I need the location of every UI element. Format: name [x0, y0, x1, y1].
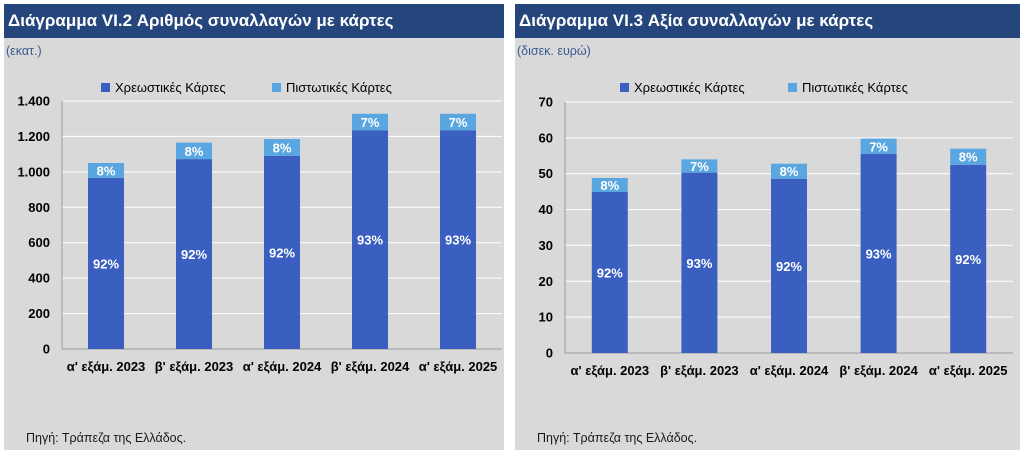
bar-debit: [771, 178, 807, 353]
data-label: 7%: [449, 115, 468, 130]
data-label: 93%: [866, 246, 892, 261]
y-tick-label: 10: [539, 310, 553, 325]
y-tick-label: 70: [539, 95, 553, 110]
x-tick-label: β' εξάμ. 2023: [660, 363, 739, 378]
bar-credit: [352, 113, 388, 131]
x-tick-label: α' εξάμ. 2023: [67, 359, 146, 374]
y-tick-label: 1.400: [17, 94, 50, 109]
x-tick-label: α' εξάμ. 2023: [571, 363, 650, 378]
data-label: 93%: [357, 233, 383, 248]
chart-title-left: Διάγραμμα VI.2 Αριθμός συναλλαγών με κάρ…: [4, 4, 504, 38]
y-tick-label: 30: [539, 238, 553, 253]
y-tick-label: 400: [28, 271, 50, 286]
y-tick-label: 20: [539, 274, 553, 289]
data-label: 7%: [361, 115, 380, 130]
bar-credit: [591, 178, 628, 193]
bar-debit: [681, 172, 718, 353]
bar-debit: [176, 159, 212, 349]
data-label: 92%: [181, 247, 207, 262]
bar-chart-right: 0 10 20 30 40 50 60 70 Χρεωστικές Κάρτες Πιστωτικ…: [539, 80, 1013, 378]
y-tick-label: 40: [539, 202, 553, 217]
chart-panel-left: Διάγραμμα VI.2 Αριθμός συναλλαγών με κάρ…: [4, 4, 504, 450]
legend-label: Πιστωτικές Κάρτες: [286, 80, 392, 95]
data-label: 92%: [955, 252, 981, 267]
source-note-right: Πηγή: Τράπεζα της Ελλάδος.: [537, 431, 698, 445]
bar-credit: [176, 142, 212, 160]
x-tick-label: β' εξάμ. 2024: [331, 359, 410, 374]
unit-label-left: (εκατ.): [6, 44, 42, 58]
data-label: 93%: [686, 256, 712, 271]
data-label: 8%: [97, 163, 116, 178]
data-label: 8%: [185, 144, 204, 159]
chart-title-right: Διάγραμμα VI.3 Αξία συναλλαγών με κάρτες: [515, 4, 1020, 38]
bar-credit: [264, 139, 300, 156]
x-tick-label: α' εξάμ. 2025: [419, 359, 498, 374]
chart-panel-right: Διάγραμμα VI.3 Αξία συναλλαγών με κάρτες…: [515, 4, 1020, 450]
y-tick-label: 1.200: [17, 129, 50, 144]
x-tick-label: α' εξάμ. 2024: [243, 359, 322, 374]
bar-debit: [950, 164, 987, 353]
data-label: 8%: [959, 150, 978, 165]
y-tick-label: 60: [539, 130, 553, 145]
bar-debit: [591, 192, 628, 353]
data-label: 8%: [600, 178, 619, 193]
bar-credit: [88, 163, 124, 178]
source-note-left: Πηγή: Τράπεζα της Ελλάδος.: [26, 431, 187, 445]
data-label: 92%: [776, 259, 802, 274]
legend-swatch: [620, 83, 629, 92]
y-tick-label: 200: [28, 306, 50, 321]
x-tick-label: α' εξάμ. 2025: [929, 363, 1008, 378]
y-tick-label: 0: [43, 342, 50, 357]
data-label: 8%: [273, 141, 292, 156]
bar-debit: [88, 177, 124, 349]
data-label: 93%: [445, 233, 471, 248]
legend-label: Πιστωτικές Κάρτες: [802, 80, 908, 95]
data-label: 92%: [597, 266, 623, 281]
bar-credit: [771, 163, 807, 179]
y-tick-label: 0: [546, 346, 553, 361]
bar-chart-left: 0 200 400 600 800 1.000 1.200 1.400 Χρεωστικές Κ…: [17, 80, 502, 374]
y-tick-label: 600: [28, 235, 50, 250]
legend-swatch: [788, 83, 797, 92]
x-tick-label: α' εξάμ. 2024: [750, 363, 829, 378]
bar-credit: [681, 159, 718, 173]
y-tick-label: 1.000: [17, 164, 50, 179]
legend-label: Χρεωστικές Κάρτες: [115, 80, 226, 95]
bar-credit: [860, 138, 897, 154]
bar-debit: [264, 155, 300, 349]
bar-debit: [352, 130, 388, 349]
bar-credit: [440, 113, 476, 131]
y-tick-label: 800: [28, 200, 50, 215]
data-label: 7%: [869, 139, 888, 154]
data-label: 8%: [780, 164, 799, 179]
x-tick-label: β' εξάμ. 2024: [839, 363, 918, 378]
legend-label: Χρεωστικές Κάρτες: [634, 80, 745, 95]
data-label: 92%: [269, 245, 295, 260]
data-label: 7%: [690, 159, 709, 174]
legend-swatch: [272, 83, 281, 92]
bar-debit: [860, 153, 897, 353]
bar-credit: [950, 148, 987, 165]
data-label: 92%: [93, 256, 119, 271]
bar-debit: [440, 130, 476, 349]
y-tick-label: 50: [539, 166, 553, 181]
unit-label-right: (δισεκ. ευρώ): [517, 44, 591, 58]
x-tick-label: β' εξάμ. 2023: [155, 359, 234, 374]
legend-swatch: [101, 83, 110, 92]
